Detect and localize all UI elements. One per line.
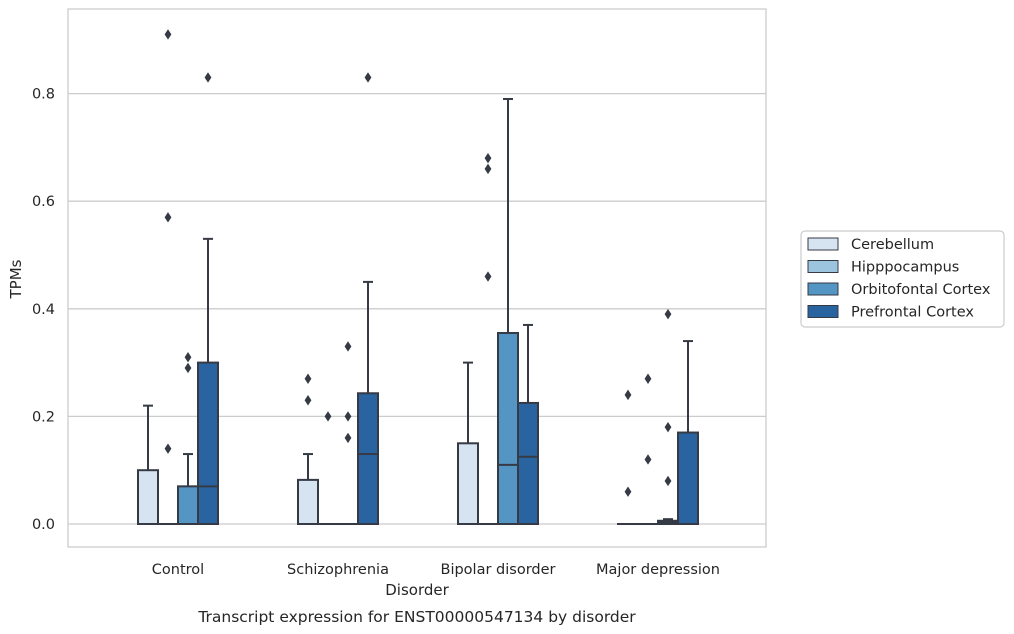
plot-frame: [67, 8, 767, 548]
legend-swatch: [807, 282, 839, 296]
outlier-point: [184, 352, 192, 363]
box-1-3: [357, 72, 379, 525]
outlier-point: [204, 72, 212, 83]
box-2-3: [517, 323, 539, 526]
box-0-3: [197, 72, 219, 525]
outlier-point: [164, 29, 172, 40]
x-tick-label: Schizophrenia: [287, 562, 389, 578]
box: [297, 478, 319, 526]
legend-swatch: [807, 305, 839, 318]
outlier-point: [304, 373, 312, 384]
outlier-point: [184, 362, 192, 374]
box-1-1: [317, 411, 339, 526]
chart-caption: Transcript expression for ENST0000054713…: [197, 608, 636, 626]
outlier-point: [484, 152, 492, 164]
x-tick-labels: Control Schizophrenia Bipolar disorder Majo…: [152, 562, 720, 578]
outlier-point: [164, 443, 172, 454]
box-groups: [137, 29, 699, 526]
box-2-0: [457, 361, 479, 525]
box-2-1: [477, 152, 499, 526]
box-3-0: [617, 389, 639, 526]
legend-label: Orbitofontal Cortex: [851, 282, 991, 298]
box-0-1: [157, 29, 179, 526]
box-0-0: [137, 404, 159, 526]
y-tick-label: 0.2: [32, 409, 55, 425]
box: [457, 442, 479, 525]
outlier-point: [164, 212, 172, 223]
y-tick-label: 0.6: [32, 194, 55, 210]
box-1-0: [297, 373, 319, 526]
box-1-2: [337, 341, 359, 526]
legend-swatch: [807, 237, 839, 251]
box-3-3: [677, 340, 699, 526]
y-axis-label: TPMs: [7, 259, 25, 299]
outlier-point: [644, 454, 652, 465]
outlier-point: [484, 163, 492, 175]
legend-label: Hipppocampus: [851, 260, 959, 276]
outlier-point: [364, 72, 372, 83]
outlier-point: [664, 421, 672, 433]
box: [497, 332, 519, 526]
x-axis-label: Disorder: [385, 581, 449, 599]
outlier-point: [304, 395, 312, 406]
outlier-point: [664, 475, 672, 487]
outlier-point: [624, 486, 632, 497]
box-3-1: [637, 373, 659, 526]
outlier-point: [344, 411, 352, 422]
y-tick-label: 0.8: [32, 87, 55, 103]
outlier-point: [324, 411, 332, 422]
box-0-2: [177, 352, 199, 525]
x-tick-label: Bipolar disorder: [441, 562, 556, 578]
box: [137, 469, 159, 526]
x-tick-label: Major depression: [596, 562, 720, 578]
outlier-point: [484, 271, 492, 282]
legend-label: Cerebellum: [851, 237, 934, 253]
outlier-point: [344, 341, 352, 352]
legend: Cerebellum Hipppocampus Orbitofontal Corte…: [800, 230, 1005, 328]
box-2-2: [497, 97, 519, 526]
legend-frame: [800, 230, 1005, 328]
box: [197, 361, 219, 525]
box: [177, 485, 199, 525]
outlier-point: [644, 373, 652, 384]
box: [677, 431, 699, 526]
box: [517, 401, 539, 526]
outlier-point: [664, 308, 672, 320]
outlier-point: [344, 432, 352, 444]
y-tick-labels: 0.0 0.2 0.4 0.6 0.8: [32, 87, 55, 533]
grid-lines: [68, 92, 766, 525]
box: [357, 392, 379, 525]
outlier-point: [624, 389, 632, 401]
y-tick-label: 0.0: [32, 517, 55, 533]
y-tick-label: 0.4: [32, 302, 55, 318]
legend-label: Prefrontal Cortex: [851, 305, 974, 321]
x-tick-label: Control: [152, 562, 204, 578]
legend-swatch: [807, 260, 839, 273]
